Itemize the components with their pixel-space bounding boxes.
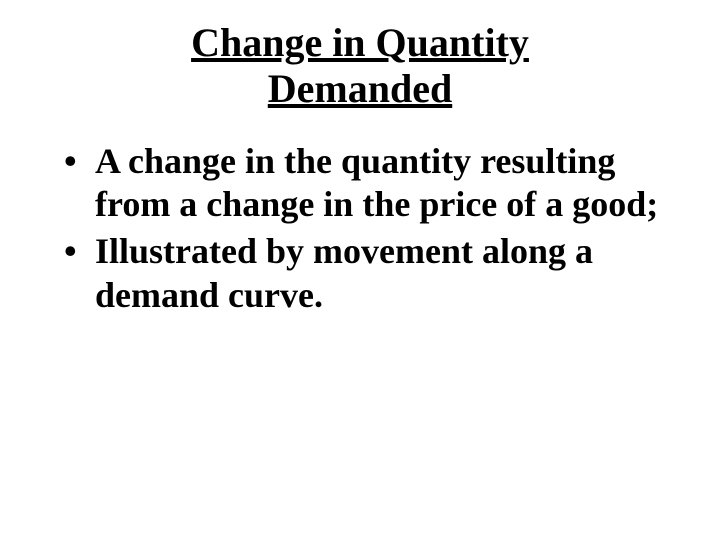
list-item: A change in the quantity resulting from … (60, 140, 670, 226)
bullet-text: A change in the quantity resulting from … (95, 141, 658, 224)
title-line-2: Demanded (268, 66, 452, 111)
slide-title: Change in Quantity Demanded (50, 20, 670, 112)
bullet-text: Illustrated by movement along a demand c… (95, 231, 593, 314)
list-item: Illustrated by movement along a demand c… (60, 230, 670, 316)
title-line-1: Change in Quantity (191, 20, 529, 65)
bullet-list: A change in the quantity resulting from … (50, 140, 670, 317)
